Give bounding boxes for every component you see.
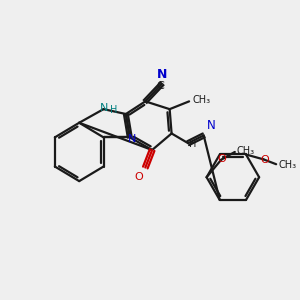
- Text: O: O: [218, 154, 226, 164]
- Text: N: N: [100, 103, 109, 113]
- Text: N: N: [157, 68, 167, 81]
- Text: C: C: [156, 81, 164, 91]
- Text: O: O: [260, 155, 269, 165]
- Text: CH₃: CH₃: [192, 95, 210, 105]
- Text: N: N: [207, 119, 215, 133]
- Text: H: H: [110, 105, 118, 115]
- Text: CH₃: CH₃: [278, 160, 296, 170]
- Text: H: H: [189, 139, 196, 149]
- Text: O: O: [135, 172, 143, 182]
- Text: N: N: [128, 134, 136, 144]
- Text: CH₃: CH₃: [237, 146, 255, 156]
